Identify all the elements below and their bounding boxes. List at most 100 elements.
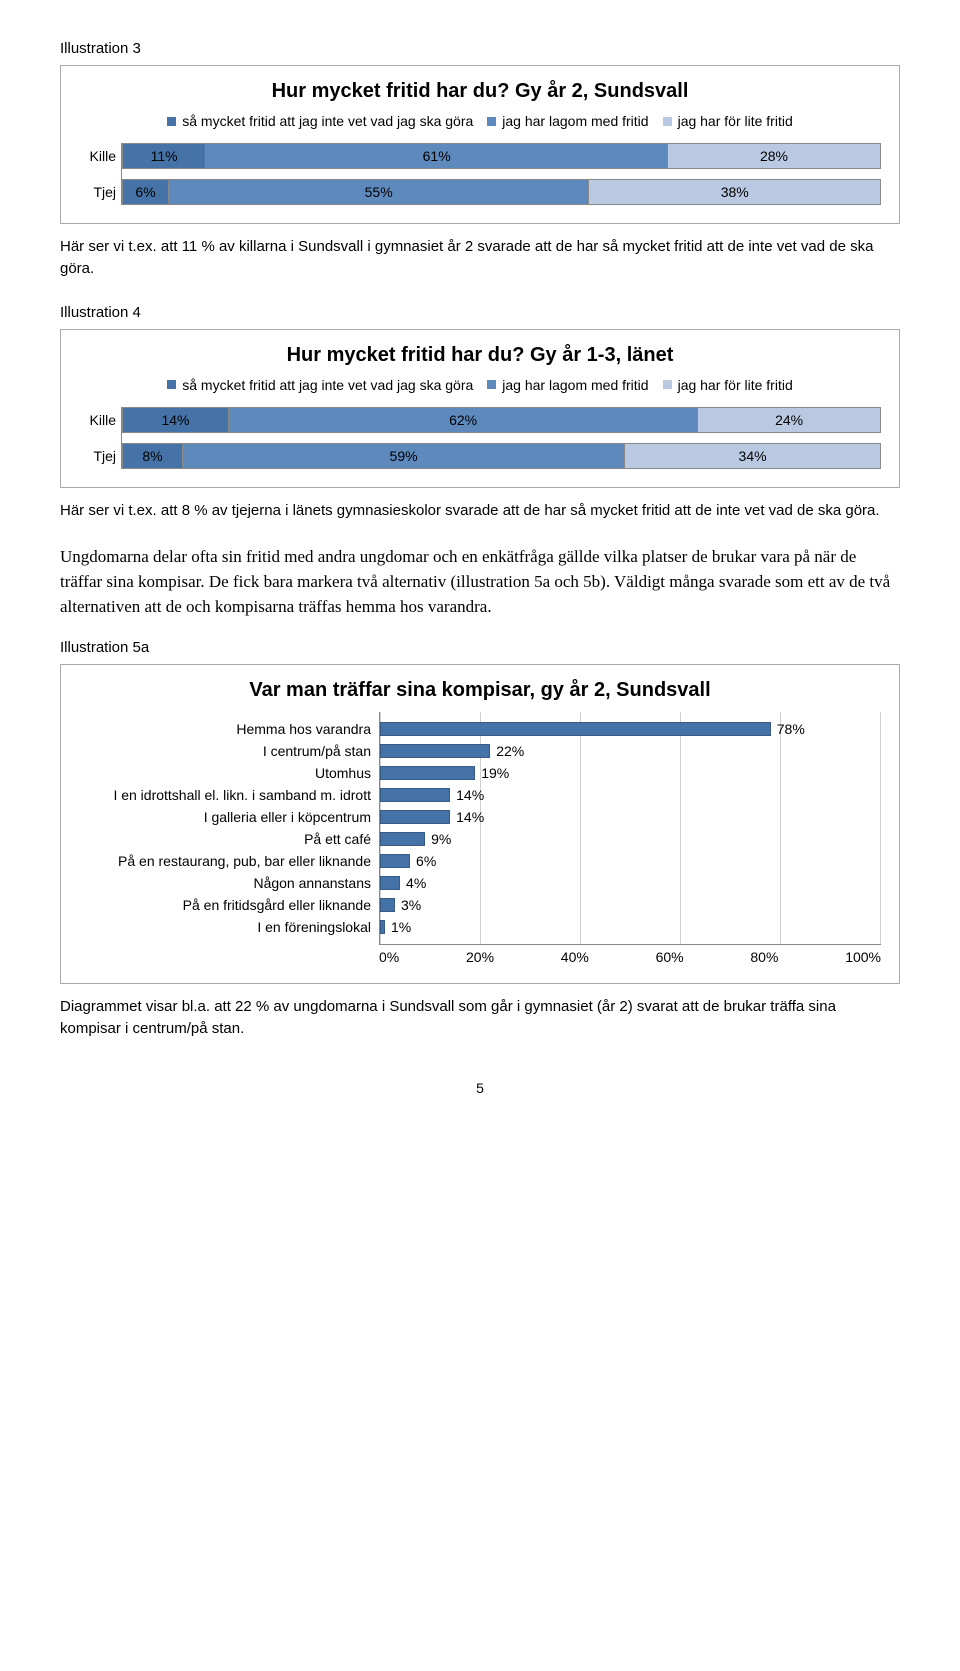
body-paragraph: Ungdomarna delar ofta sin fritid med and… — [60, 545, 900, 619]
chart-4-title: Hur mycket fritid har du? Gy år 1-3, län… — [79, 344, 881, 367]
x-axis-tick: 20% — [466, 949, 494, 965]
chart-5a-row-labels: Hemma hos varandraI centrum/på stanUtomh… — [79, 712, 379, 965]
hbar-row: 1% — [380, 916, 881, 938]
legend-swatch — [487, 380, 496, 389]
hbar-row-label: Utomhus — [79, 762, 379, 784]
hbar-row: 19% — [380, 762, 881, 784]
stacked-bar-row: Kille11%61%28% — [122, 143, 881, 169]
legend-swatch — [663, 380, 672, 389]
hbar-value: 1% — [391, 919, 411, 935]
chart-3-bars: Kille11%61%28% Tjej6%55%38% — [121, 143, 881, 205]
row-label: Tjej — [74, 184, 116, 200]
hbar-row-label: I galleria eller i köpcentrum — [79, 806, 379, 828]
hbar-row: 3% — [380, 894, 881, 916]
legend-label: så mycket fritid att jag inte vet vad ja… — [182, 377, 473, 393]
legend-swatch — [663, 117, 672, 126]
hbar-row-label: I centrum/på stan — [79, 740, 379, 762]
chart-5a-plot: 78% 22% 19% 14% 14% 9% 6% 4% 3% 1% — [379, 712, 881, 945]
text-under-chart-3: Här ser vi t.ex. att 11 % av killarna i … — [60, 236, 900, 280]
hbar-row-label: I en föreningslokal — [79, 916, 379, 938]
hbar-row: 4% — [380, 872, 881, 894]
bar-segment: 59% — [183, 444, 625, 468]
row-label: Kille — [74, 412, 116, 428]
chart-5a: Var man träffar sina kompisar, gy år 2, … — [60, 664, 900, 984]
hbar-row-label: Hemma hos varandra — [79, 718, 379, 740]
chart-4-legend: så mycket fritid att jag inte vet vad ja… — [79, 377, 881, 393]
hbar-value: 3% — [401, 897, 421, 913]
hbar-bar — [380, 876, 400, 890]
hbar-value: 22% — [496, 743, 524, 759]
bar-segment: 62% — [229, 408, 698, 432]
chart-3-legend: så mycket fritid att jag inte vet vad ja… — [79, 113, 881, 129]
x-axis-tick: 80% — [750, 949, 778, 965]
hbar-row-label: På en fritidsgård eller liknande — [79, 894, 379, 916]
hbar-row: 78% — [380, 718, 881, 740]
hbar-value: 14% — [456, 809, 484, 825]
hbar-row-label: På ett café — [79, 828, 379, 850]
legend-label: jag har lagom med fritid — [502, 113, 648, 129]
legend-swatch — [487, 117, 496, 126]
bar-segment: 55% — [169, 180, 590, 204]
bar-segment: 28% — [668, 144, 880, 168]
stacked-bar: 6%55%38% — [122, 179, 881, 205]
bar-segment: 34% — [625, 444, 880, 468]
hbar-bar — [380, 766, 475, 780]
text-under-chart-5a: Diagrammet visar bl.a. att 22 % av ungdo… — [60, 996, 900, 1040]
bar-segment: 61% — [206, 144, 668, 168]
stacked-bar-row: Kille14%62%24% — [122, 407, 881, 433]
stacked-bar-row: Tjej8%59%34% — [122, 443, 881, 469]
chart-4: Hur mycket fritid har du? Gy år 1-3, län… — [60, 329, 900, 488]
bar-segment: 14% — [123, 408, 229, 432]
bar-segment: 24% — [698, 408, 880, 432]
legend-label: jag har för lite fritid — [678, 113, 793, 129]
text-under-chart-4: Här ser vi t.ex. att 8 % av tjejerna i l… — [60, 500, 900, 522]
hbar-bar — [380, 832, 425, 846]
hbar-value: 6% — [416, 853, 436, 869]
chart-4-bars: Kille14%62%24% Tjej8%59%34% — [121, 407, 881, 469]
stacked-bar: 8%59%34% — [122, 443, 881, 469]
legend-item: jag har lagom med fritid — [487, 113, 648, 129]
hbar-value: 9% — [431, 831, 451, 847]
row-label: Kille — [74, 148, 116, 164]
hbar-value: 14% — [456, 787, 484, 803]
stacked-bar: 11%61%28% — [122, 143, 881, 169]
hbar-value: 4% — [406, 875, 426, 891]
bar-segment: 6% — [123, 180, 169, 204]
legend-item: så mycket fritid att jag inte vet vad ja… — [167, 377, 473, 393]
chart-5a-x-axis: 0%20%40%60%80%100% — [379, 949, 881, 965]
bar-segment: 8% — [123, 444, 183, 468]
illustration-5a-label: Illustration 5a — [60, 639, 900, 656]
illustration-3-label: Illustration 3 — [60, 40, 900, 57]
legend-item: jag har för lite fritid — [663, 377, 793, 393]
chart-3: Hur mycket fritid har du? Gy år 2, Sunds… — [60, 65, 900, 224]
hbar-row-label: På en restaurang, pub, bar eller liknand… — [79, 850, 379, 872]
chart-3-title: Hur mycket fritid har du? Gy år 2, Sunds… — [79, 80, 881, 103]
hbar-row: 14% — [380, 784, 881, 806]
page-number: 5 — [60, 1080, 900, 1096]
hbar-bar — [380, 810, 450, 824]
bar-segment: 38% — [589, 180, 880, 204]
hbar-bar — [380, 722, 771, 736]
legend-item: jag har lagom med fritid — [487, 377, 648, 393]
hbar-bar — [380, 898, 395, 912]
chart-5a-title: Var man träffar sina kompisar, gy år 2, … — [79, 679, 881, 702]
x-axis-tick: 60% — [656, 949, 684, 965]
hbar-row: 14% — [380, 806, 881, 828]
illustration-4-label: Illustration 4 — [60, 304, 900, 321]
legend-label: jag har lagom med fritid — [502, 377, 648, 393]
hbar-row: 22% — [380, 740, 881, 762]
hbar-value: 78% — [777, 721, 805, 737]
hbar-row-label: I en idrottshall el. likn. i samband m. … — [79, 784, 379, 806]
bar-segment: 11% — [123, 144, 206, 168]
hbar-bar — [380, 744, 490, 758]
stacked-bar-row: Tjej6%55%38% — [122, 179, 881, 205]
legend-swatch — [167, 117, 176, 126]
legend-swatch — [167, 380, 176, 389]
hbar-row: 9% — [380, 828, 881, 850]
legend-item: jag har för lite fritid — [663, 113, 793, 129]
hbar-bar — [380, 854, 410, 868]
row-label: Tjej — [74, 448, 116, 464]
hbar-value: 19% — [481, 765, 509, 781]
hbar-bar — [380, 920, 385, 934]
x-axis-tick: 100% — [845, 949, 881, 965]
